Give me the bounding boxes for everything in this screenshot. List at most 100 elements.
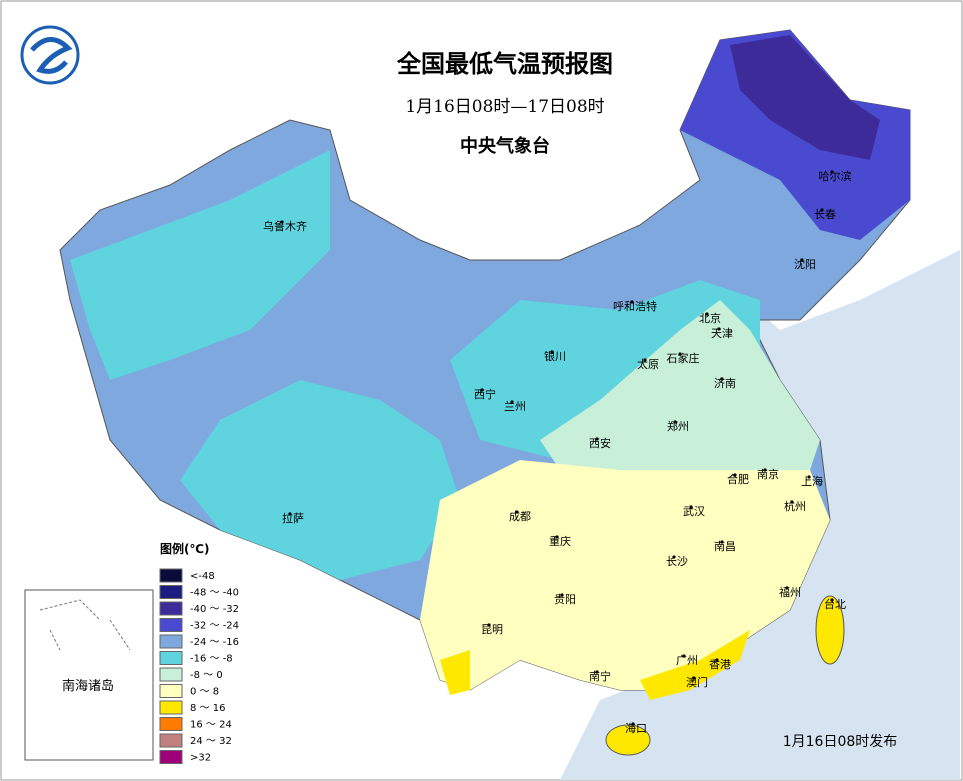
zone-orange [440,650,470,695]
city-dot [480,388,484,392]
city-dot [510,400,514,404]
city-label: 广州 [676,654,698,667]
legend-label: -16 ～ -8 [190,654,233,665]
city-label: 南宁 [589,669,611,683]
city-dot [550,350,554,354]
city-label: 上海 [801,474,823,488]
legend-swatch [159,601,183,616]
city-dot [682,654,686,658]
city-dot [830,598,834,602]
legend-label: -40 ～ -32 [190,604,239,615]
city-label: 呼和浩特 [613,299,657,313]
legend-swatch [159,750,183,764]
zone-warm [640,630,750,700]
city-label: 西安 [589,436,611,450]
city-dot [720,377,724,381]
city-dot [643,358,647,362]
city-dot [692,676,696,680]
legend-label: -48 ～ -40 [190,588,239,599]
legend-label: -8 ～ 0 [190,670,223,681]
city-dot [288,512,292,516]
sea [560,250,960,780]
city-dot [487,623,491,627]
city-label: 台北 [824,597,846,611]
legend-label: 8 ～ 16 [190,703,225,714]
city-dot [820,208,824,212]
city-dot [555,535,559,539]
city-label: 太原 [637,358,659,371]
city-label: 西宁 [474,387,496,401]
city-dot [763,468,767,472]
city-label: 成都 [509,510,531,523]
city-dot [830,170,834,174]
city-label: 澳门 [686,675,708,689]
city-dot [785,586,789,590]
city-label: 武汉 [683,505,705,518]
city-label: 重庆 [549,534,571,548]
legend-swatch [159,585,183,599]
city-label: 天津 [711,327,733,340]
city-dot [515,510,519,514]
city-dot [689,505,693,509]
city-label: 香港 [709,658,731,671]
city-dot [560,593,564,597]
legend: <-48 -48 ～ -40 -40 ～ -32 -32 ～ -24 -24 ～ -16… [159,568,239,764]
legend-swatch [159,634,183,649]
inset-lines [39,599,131,651]
legend-swatch [159,667,183,682]
city-label: 拉萨 [282,511,304,525]
city-label: 银川 [544,349,566,363]
legend-title: 图例(℃) [160,541,210,556]
hainan [605,724,651,756]
city-label: 郑州 [667,419,689,433]
city-label: 济南 [714,376,736,390]
legend-label: 24 ～ 32 [190,736,232,747]
city-label: 哈尔滨 [819,169,852,183]
city-label: 合肥 [727,472,749,486]
city-label: 兰州 [504,400,526,413]
city-label: 福州 [779,585,801,599]
legend-swatch [159,568,183,583]
city-dot [280,220,284,224]
legend-label: >32 [190,753,211,764]
city-label: 长沙 [666,555,688,568]
legend-swatch [159,700,183,715]
legend-label: 16 ～ 24 [190,720,232,731]
city-label: 乌鲁木齐 [263,219,307,233]
legend-swatch [159,733,183,748]
inset-label: 南海诸岛 [62,678,114,694]
city-label: 北京 [699,311,721,325]
legend-swatch [159,618,183,632]
city-dot [705,312,709,316]
logo [20,25,80,85]
subtitle: 1月16日08时—17日08时 [405,97,604,117]
title: 全国最低气温预报图 [396,50,613,78]
city-dot [807,475,811,479]
legend-label: 0 ～ 8 [190,687,219,698]
city-label: 海口 [625,721,647,735]
zone-purple [730,35,880,160]
legend-swatch [159,717,183,731]
inset-box [24,589,154,761]
legend-label: -32 ～ -24 [190,621,239,632]
issuer: 中央气象台 [460,135,550,157]
legend-swatch [159,684,183,698]
city-dot [715,658,719,662]
taiwan [815,595,845,665]
city-label: 石家庄 [667,351,700,365]
city-dot [720,540,724,544]
city-dot [673,420,677,424]
city-dot [800,258,804,262]
city-label: 沈阳 [794,257,816,271]
city-dot [678,352,682,356]
city-dot [595,437,599,441]
city-label: 南昌 [714,540,736,553]
zone-cyan [70,150,330,380]
footer: 1月16日08时发布 [783,734,898,750]
legend-label: <-48 [190,571,215,582]
zone-lightgreen [540,300,820,470]
city-label: 昆明 [481,623,503,636]
legend-label: -24 ～ -16 [190,637,239,648]
